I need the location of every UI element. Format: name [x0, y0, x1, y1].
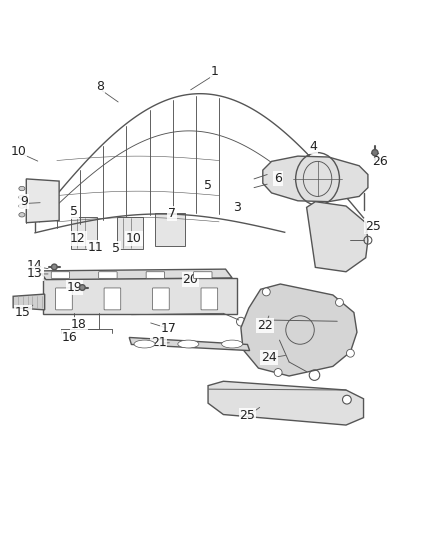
FancyBboxPatch shape [201, 288, 218, 310]
Text: 18: 18 [71, 318, 87, 331]
Text: 3: 3 [233, 201, 240, 214]
Text: 11: 11 [88, 241, 103, 254]
Text: 24: 24 [261, 351, 277, 364]
Ellipse shape [372, 150, 378, 156]
FancyBboxPatch shape [71, 217, 97, 249]
Text: 20: 20 [183, 273, 198, 286]
Ellipse shape [51, 264, 57, 270]
Text: 5: 5 [71, 205, 78, 218]
Polygon shape [307, 201, 368, 272]
FancyBboxPatch shape [56, 288, 72, 310]
Ellipse shape [19, 204, 25, 208]
Ellipse shape [19, 213, 25, 217]
Text: 14: 14 [27, 259, 43, 272]
Ellipse shape [336, 298, 343, 306]
Polygon shape [26, 179, 59, 223]
Text: 7: 7 [168, 207, 176, 221]
Text: 19: 19 [67, 281, 82, 294]
Text: 1: 1 [211, 65, 219, 78]
Polygon shape [13, 294, 45, 310]
Ellipse shape [222, 340, 243, 348]
Text: 12: 12 [70, 232, 86, 245]
Text: 15: 15 [15, 305, 31, 319]
FancyBboxPatch shape [43, 278, 237, 314]
Ellipse shape [274, 368, 282, 376]
Ellipse shape [346, 349, 354, 357]
Text: 25: 25 [240, 409, 255, 422]
Text: 26: 26 [372, 155, 388, 168]
Polygon shape [129, 337, 250, 351]
Ellipse shape [80, 285, 85, 290]
Ellipse shape [19, 187, 25, 191]
Ellipse shape [178, 340, 199, 348]
Polygon shape [263, 156, 368, 201]
Text: 9: 9 [20, 195, 28, 208]
FancyBboxPatch shape [104, 288, 121, 310]
Text: 5: 5 [112, 241, 120, 255]
Text: 10: 10 [11, 146, 26, 158]
FancyBboxPatch shape [146, 272, 165, 278]
Text: 8: 8 [96, 79, 104, 93]
Text: 13: 13 [27, 268, 43, 280]
FancyBboxPatch shape [117, 217, 143, 249]
Text: 22: 22 [257, 319, 273, 332]
Ellipse shape [343, 395, 351, 404]
Polygon shape [241, 284, 357, 376]
FancyBboxPatch shape [152, 288, 169, 310]
Text: 6: 6 [274, 172, 282, 185]
Text: 10: 10 [126, 232, 141, 245]
FancyBboxPatch shape [155, 213, 185, 246]
FancyBboxPatch shape [51, 272, 70, 278]
Polygon shape [39, 269, 232, 280]
Text: 4: 4 [309, 140, 317, 152]
Ellipse shape [262, 288, 270, 296]
Text: 21: 21 [151, 336, 166, 349]
Text: 16: 16 [61, 331, 77, 344]
Text: 25: 25 [365, 220, 381, 233]
Text: 17: 17 [161, 322, 177, 335]
Text: 5: 5 [204, 179, 212, 192]
Ellipse shape [19, 195, 25, 199]
FancyBboxPatch shape [194, 272, 212, 278]
Polygon shape [208, 381, 364, 425]
FancyBboxPatch shape [99, 272, 117, 278]
Ellipse shape [134, 340, 155, 348]
